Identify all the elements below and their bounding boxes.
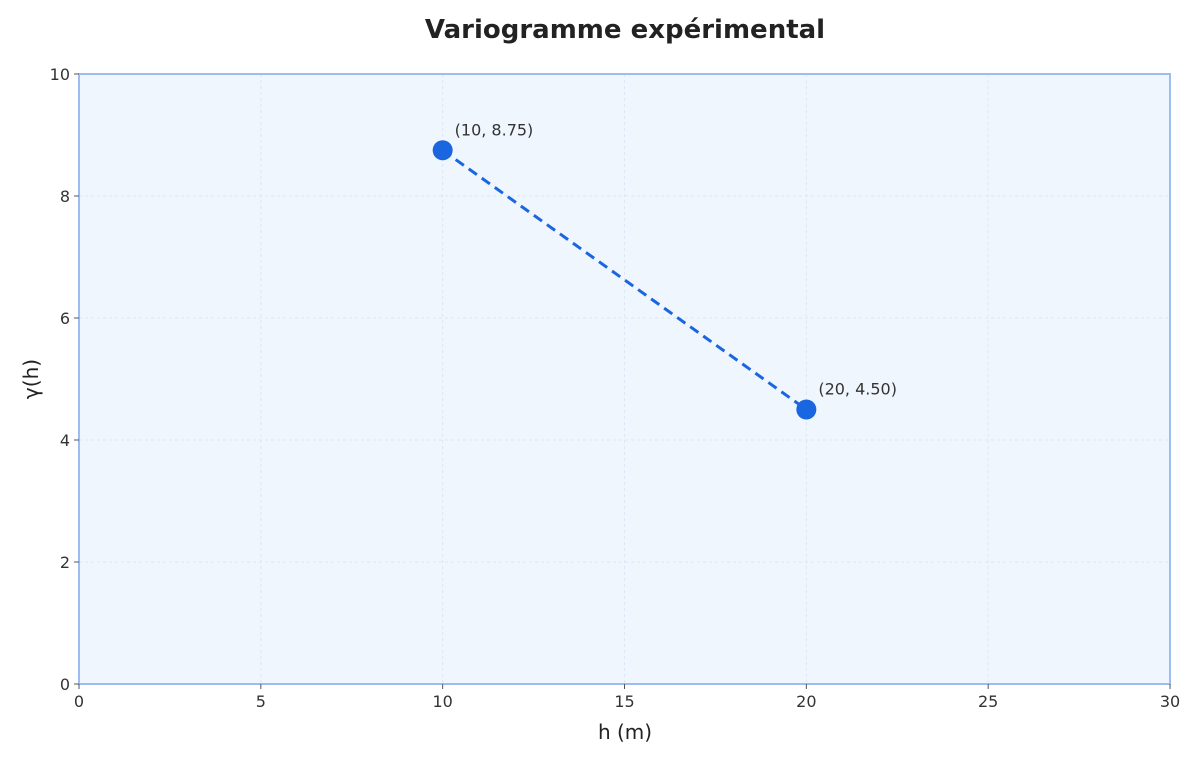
chart-title: Variogramme expérimental xyxy=(425,15,825,45)
data-point-label: (10, 8.75) xyxy=(455,120,534,139)
x-tick-label: 15 xyxy=(614,692,634,711)
x-axis-label: h (m) xyxy=(598,720,652,744)
axis-ticks: 0 5 10 15 20 25 30 0 2 4 6 8 10 xyxy=(50,65,1181,711)
x-tick-label: 30 xyxy=(1160,692,1180,711)
y-tick-label: 0 xyxy=(60,675,70,694)
x-tick-label: 25 xyxy=(978,692,998,711)
x-tick-label: 20 xyxy=(796,692,816,711)
series-layer: (10, 8.75) (20, 4.50) xyxy=(432,120,897,420)
data-point-label: (20, 4.50) xyxy=(818,380,897,399)
data-point xyxy=(796,399,817,420)
y-tick-label: 4 xyxy=(60,431,70,450)
y-tick-label: 10 xyxy=(50,65,70,84)
x-tick-label: 10 xyxy=(432,692,452,711)
series-line xyxy=(441,149,808,411)
y-axis-label: γ(h) xyxy=(19,359,43,399)
y-tick-label: 6 xyxy=(60,309,70,328)
data-point xyxy=(432,140,453,161)
x-tick-label: 0 xyxy=(74,692,84,711)
grid-lines xyxy=(79,74,1170,684)
y-tick-label: 2 xyxy=(60,553,70,572)
plot-area xyxy=(79,74,1170,684)
y-tick-label: 8 xyxy=(60,187,70,206)
x-tick-label: 5 xyxy=(256,692,266,711)
